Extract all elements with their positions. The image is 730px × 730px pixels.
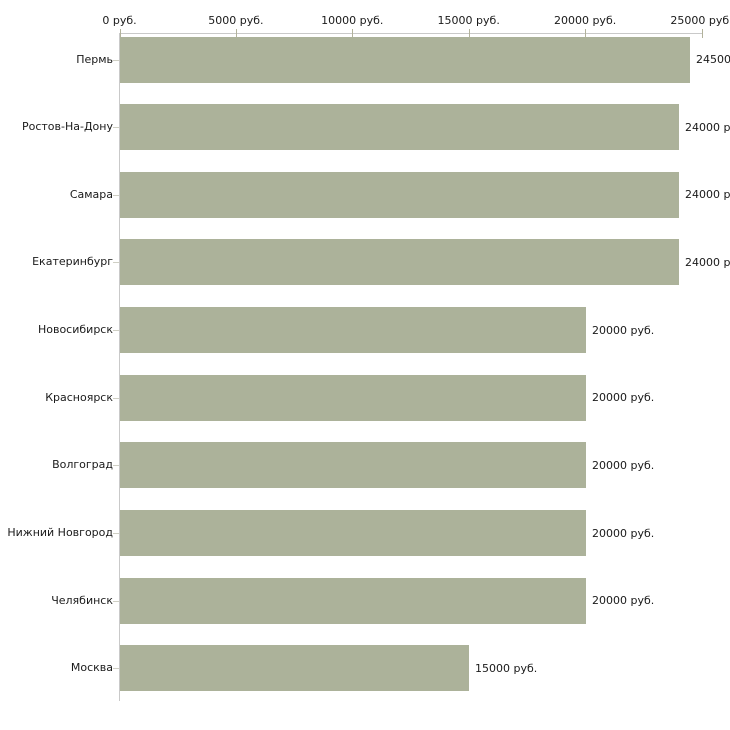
- x-axis-tick: [352, 29, 354, 38]
- x-axis-tick: [701, 29, 703, 38]
- category-label: Волгоград: [52, 458, 113, 472]
- category-label: Нижний Новгород: [7, 526, 113, 540]
- value-label: 15000 руб.: [475, 661, 538, 675]
- category-label: Самара: [69, 187, 113, 201]
- bar: [120, 442, 586, 489]
- category-label: Челябинск: [51, 593, 113, 607]
- x-axis-tick-label: 15000 руб.: [437, 14, 500, 27]
- category-tick: [113, 194, 119, 196]
- category-label: Ростов-На-Дону: [21, 120, 113, 134]
- category-tick: [113, 397, 119, 399]
- x-axis-line: [119, 33, 702, 34]
- bar: [120, 171, 679, 218]
- category-tick: [113, 330, 119, 332]
- category-tick: [113, 533, 119, 535]
- value-label: 24000 руб.: [685, 120, 730, 134]
- value-label: 24000 руб.: [685, 255, 730, 269]
- bar: [120, 36, 690, 83]
- x-axis-tick-label: 20000 руб.: [553, 14, 617, 27]
- value-label: 24000 руб.: [685, 188, 730, 202]
- bar: [120, 577, 586, 624]
- category-tick: [113, 59, 119, 61]
- category-tick: [113, 262, 119, 264]
- x-axis-tick-label: 25000 руб.: [670, 14, 730, 27]
- bar: [120, 374, 586, 421]
- category-label: Пермь: [76, 52, 113, 66]
- category-label: Красноярск: [45, 390, 113, 404]
- bar: [120, 239, 679, 286]
- category-label: Новосибирск: [37, 323, 113, 337]
- x-axis-tick-label: 5000 руб.: [208, 14, 264, 27]
- category-tick: [113, 127, 119, 129]
- value-label: 20000 руб.: [592, 526, 655, 540]
- value-label: 24500 руб.: [696, 53, 730, 66]
- bar: [120, 307, 586, 354]
- x-axis-tick: [585, 29, 587, 38]
- x-axis-tick: [119, 29, 121, 38]
- value-label: 20000 руб.: [592, 458, 655, 472]
- bar: [120, 645, 469, 692]
- category-tick: [113, 600, 119, 602]
- value-label: 20000 руб.: [592, 323, 655, 337]
- category-label: Москва: [70, 661, 113, 675]
- category-tick: [113, 668, 119, 670]
- x-axis-tick-label: 0 руб.: [102, 14, 137, 27]
- x-axis-tick: [468, 29, 470, 38]
- bar: [120, 510, 586, 557]
- value-label: 20000 руб.: [592, 391, 655, 405]
- bar: [120, 104, 679, 151]
- category-label: Екатеринбург: [32, 255, 113, 269]
- x-axis-tick: [235, 29, 237, 38]
- x-axis-tick-label: 10000 руб.: [321, 14, 384, 27]
- value-label: 20000 руб.: [592, 594, 655, 608]
- category-tick: [113, 465, 119, 467]
- y-axis-line: [119, 33, 120, 701]
